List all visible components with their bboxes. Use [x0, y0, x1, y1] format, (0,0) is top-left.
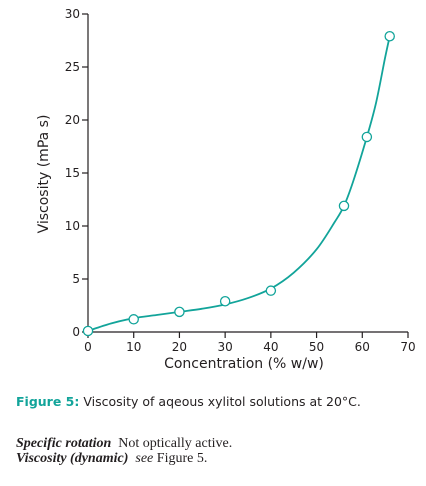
data-point: [174, 306, 185, 318]
data-markers: [82, 31, 395, 337]
y-tick-label: 30: [65, 7, 80, 21]
property-value-suffix: Figure 5.: [156, 451, 208, 466]
x-tick-label: 10: [126, 340, 141, 354]
data-point: [219, 296, 231, 307]
y-tick-label: 5: [72, 272, 80, 286]
y-tick-label: 20: [65, 113, 80, 127]
y-tick-label: 10: [65, 219, 80, 233]
y-tick-label: 15: [65, 166, 80, 180]
y-tick-label: 25: [65, 60, 80, 74]
data-point: [361, 131, 373, 143]
properties-list: Specific rotation Not optically active. …: [16, 436, 232, 466]
chart-ticks: 0 5 10 15 20 25 30 0 10 20 30 40 50 60 70: [65, 7, 416, 354]
chart-axes: [87, 14, 408, 333]
property-value: Not optically active.: [118, 436, 233, 451]
data-point: [384, 31, 395, 42]
x-axis-title: Concentration (% w/w): [164, 356, 324, 372]
viscosity-chart: 0 5 10 15 20 25 30 0 10 20 30 40 50 60 70 Concentratio…: [36, 7, 416, 372]
property-value: see: [135, 451, 154, 466]
data-point: [82, 325, 94, 337]
property-name: Specific rotation: [16, 436, 112, 451]
x-tick-label: 20: [172, 340, 187, 354]
x-tick-label: 60: [355, 340, 370, 354]
viscosity-curve: [87, 36, 391, 332]
x-tick-label: 70: [400, 340, 415, 354]
x-tick-label: 30: [218, 340, 233, 354]
data-point: [265, 285, 277, 296]
x-tick-label: 0: [84, 340, 92, 354]
y-axis-title: Viscosity (mPa s): [36, 115, 52, 234]
figure-label: Figure 5:: [16, 394, 80, 409]
x-tick-label: 40: [263, 340, 278, 354]
data-point: [338, 200, 350, 212]
figure-caption-text: Viscosity of aqeous xylitol solutions at…: [83, 394, 361, 409]
y-tick-label: 0: [72, 325, 80, 339]
data-point: [128, 314, 139, 325]
x-tick-label: 50: [309, 340, 324, 354]
property-row-specific-rotation: Specific rotation Not optically active.: [16, 436, 232, 451]
property-name: Viscosity (dynamic): [16, 451, 129, 466]
figure-caption: Figure 5: Viscosity of aqeous xylitol so…: [16, 394, 361, 409]
property-row-viscosity: Viscosity (dynamic) see Figure 5.: [16, 451, 232, 466]
